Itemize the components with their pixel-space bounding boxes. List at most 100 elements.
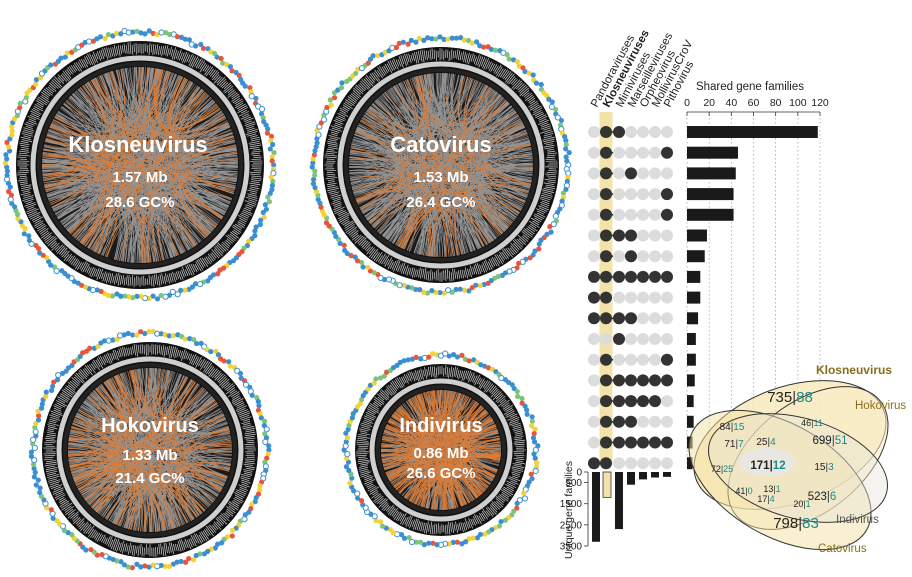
catovirus-annotation-dot	[429, 36, 435, 42]
venn-region-count: 41|0	[735, 486, 752, 496]
membership-dot-filled	[600, 146, 612, 159]
klosneuvirus-annotation-dot	[154, 296, 161, 302]
catovirus-size: 1.53 Mb	[413, 169, 468, 186]
klosneuvirus-annotation-dot	[266, 199, 273, 205]
indivirus-annotation-dot	[381, 373, 387, 379]
shared-tick-label: 20	[703, 97, 715, 109]
hokovirus-annotation-dot	[226, 359, 232, 365]
klosneuvirus-annotation-dot	[267, 146, 273, 152]
venn-region-count: 17|4	[757, 494, 774, 504]
klosneuvirus-annotation-dot	[257, 221, 263, 228]
klosneuvirus-annotation-dot	[130, 29, 136, 35]
membership-dot-empty	[661, 291, 673, 304]
indivirus-annotation-dot	[534, 460, 540, 466]
klosneuvirus-annotation-dot	[105, 31, 112, 38]
venn-region-count: 20|1	[793, 499, 810, 509]
catovirus-annotation-dot	[536, 246, 542, 252]
catovirus-annotation-dot	[548, 103, 556, 110]
shared-tick-label: 120	[811, 97, 829, 109]
klosneuvirus-annotation-dot	[6, 148, 13, 154]
klosneuvirus-annotation-dot	[142, 31, 148, 37]
membership-dot-empty	[600, 333, 612, 345]
klosneuvirus-annotation-dot	[271, 150, 277, 156]
hokovirus-annotation-dot	[110, 337, 116, 343]
catovirus-annotation-dot	[516, 260, 522, 266]
membership-dot-empty	[649, 146, 661, 159]
hokovirus-annotation-dot	[99, 551, 105, 558]
klosneuvirus-genome-map	[2, 27, 277, 302]
membership-dot-empty	[649, 208, 661, 221]
venn-region-count: 84|15	[720, 422, 745, 433]
shared-bar	[687, 457, 693, 470]
catovirus-annotation-dot	[553, 106, 559, 113]
shared-title: Shared gene families	[696, 81, 804, 93]
catovirus-annotation-dot	[559, 198, 565, 204]
venn-count-total: 25	[756, 437, 768, 448]
catovirus-annotation-dot	[320, 116, 328, 123]
hokovirus-annotation-dot	[77, 353, 83, 360]
membership-dot-empty	[661, 250, 673, 263]
hokovirus-annotation-dot	[215, 352, 222, 358]
hokovirus-gc-ring	[56, 356, 244, 544]
klosneuvirus-annotation-dot	[230, 258, 237, 264]
catovirus-annotation-dot	[441, 290, 447, 296]
membership-dot-filled	[637, 374, 649, 387]
catovirus-annotation-dot	[324, 104, 330, 111]
indivirus-annotation-dot	[450, 352, 457, 358]
indivirus-size: 0.86 Mb	[413, 445, 468, 462]
hokovirus-annotation-dot	[242, 381, 250, 388]
catovirus-annotation-dot	[323, 220, 330, 226]
hokovirus-annotation-dot	[193, 340, 200, 347]
hokovirus-annotation-dot	[249, 392, 255, 398]
indivirus-annotation-dot	[379, 523, 386, 529]
klosneuvirus-annotation-dot	[130, 295, 136, 301]
venn-count-total: 71	[724, 439, 736, 450]
klosneuvirus-annotation-dot	[138, 293, 144, 299]
catovirus-annotation-dot	[312, 172, 318, 178]
venn-label-indivirus: Indivirus	[836, 514, 879, 526]
indivirus-annotation-dot	[529, 418, 535, 424]
shared-bar	[687, 374, 695, 387]
hokovirus-annotation-dot	[208, 348, 214, 355]
indivirus-annotation-dot	[354, 490, 361, 497]
shared-bar	[687, 312, 699, 325]
catovirus-annotation-dot	[433, 289, 439, 296]
unique-bar	[615, 472, 623, 530]
membership-dot-empty	[588, 126, 600, 138]
set-labels: PithovirusMollivirusCroVOrpheovirusMarse…	[589, 28, 696, 109]
venn-separator: |	[731, 422, 734, 433]
catovirus-annotation-dot	[315, 131, 322, 138]
membership-dot-empty	[588, 436, 600, 449]
catovirus-annotation-dot	[469, 284, 475, 291]
klosneuvirus-annotation-dot	[258, 217, 264, 223]
shared-bar	[687, 415, 694, 428]
catovirus-annotation-dot	[506, 56, 512, 62]
catovirus-annotation-dot	[420, 289, 427, 295]
hokovirus-annotation-dot	[43, 389, 49, 395]
klosneuvirus-annotation-dot	[158, 292, 164, 299]
hokovirus-annotation-dot	[87, 345, 93, 351]
membership-dot-empty	[637, 353, 649, 366]
venn-count-unique: 6	[830, 491, 836, 503]
catovirus-gene-ticks	[324, 48, 558, 282]
membership-dot-empty	[588, 374, 600, 387]
hokovirus-annotation-dot	[266, 443, 272, 449]
indivirus-annotation-dot	[454, 539, 460, 545]
hokovirus-annotation-dot	[263, 426, 270, 433]
klosneuvirus-annotation-dot	[242, 83, 248, 89]
venn-count-total: 20	[793, 499, 803, 509]
venn-separator: |	[745, 486, 747, 496]
hokovirus-annotation-dot	[38, 405, 45, 411]
membership-dot-empty	[637, 167, 649, 180]
catovirus-annotation-dot	[445, 36, 451, 42]
membership-dot-empty	[588, 167, 600, 180]
klosneuvirus-annotation-dot	[205, 278, 211, 284]
indivirus-annotation-dot	[496, 523, 502, 529]
klosneuvirus-annotation-dot	[109, 293, 116, 299]
indivirus-annotation-dot	[474, 535, 480, 541]
catovirus-annotation-dot	[327, 97, 333, 103]
membership-dot-empty	[613, 250, 625, 263]
klosneuvirus-annotation-dot	[4, 164, 10, 170]
venn-set-catovirus	[688, 409, 872, 551]
venn-count-total: 798	[773, 515, 798, 532]
